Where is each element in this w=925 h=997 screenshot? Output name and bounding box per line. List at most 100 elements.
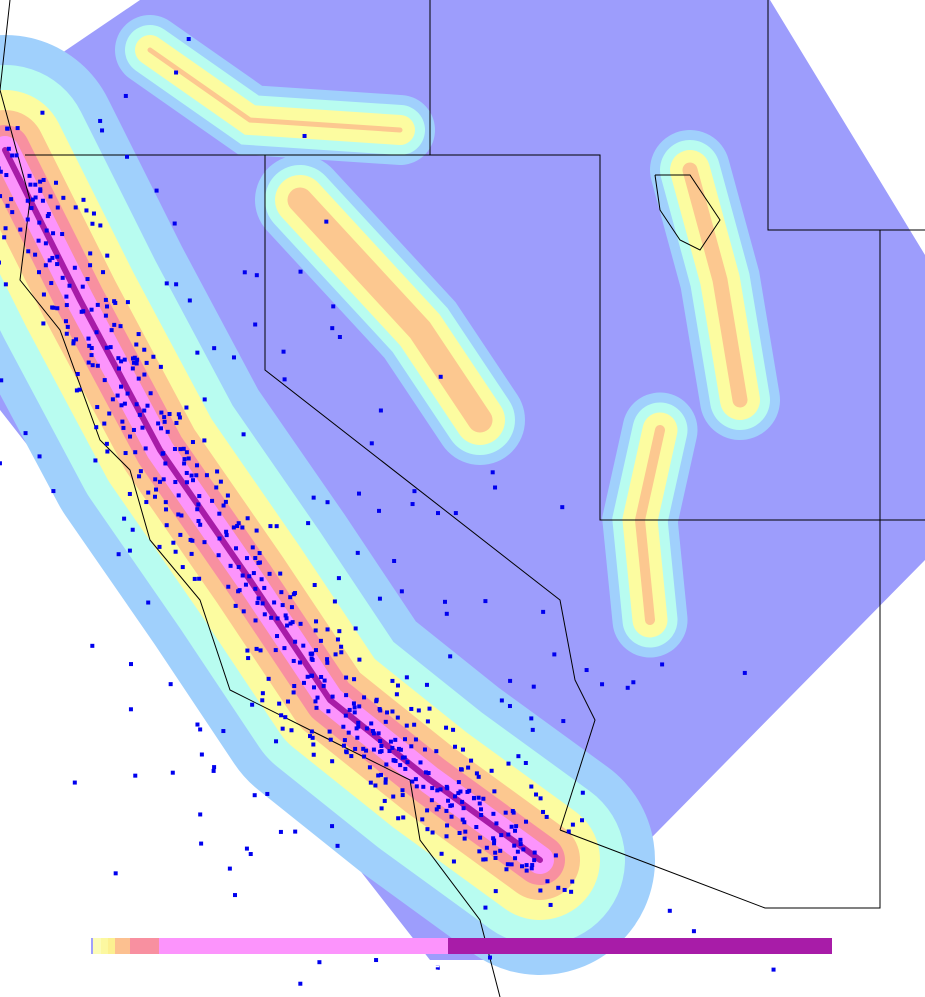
- station-marker: [162, 415, 167, 420]
- station-marker: [174, 420, 179, 425]
- station-marker: [233, 603, 238, 608]
- station-marker: [310, 673, 315, 678]
- station-marker: [102, 421, 107, 426]
- station-marker: [119, 359, 124, 364]
- station-marker: [136, 332, 141, 337]
- station-marker: [25, 198, 30, 203]
- station-marker: [2, 235, 7, 240]
- station-marker: [426, 771, 431, 776]
- station-marker: [49, 281, 54, 286]
- station-marker: [425, 827, 430, 832]
- station-marker: [337, 629, 342, 634]
- station-marker: [255, 600, 260, 605]
- station-marker: [390, 709, 395, 714]
- station-marker: [104, 345, 109, 350]
- station-marker: [315, 695, 320, 700]
- station-marker: [252, 793, 257, 798]
- station-marker: [373, 783, 378, 788]
- station-marker: [0, 166, 1, 171]
- station-marker: [478, 835, 483, 840]
- station-marker: [51, 489, 56, 494]
- station-marker: [212, 765, 217, 770]
- station-marker: [248, 852, 253, 857]
- station-marker: [481, 796, 486, 801]
- station-marker: [215, 469, 220, 474]
- station-marker: [374, 699, 379, 704]
- station-marker: [367, 765, 372, 770]
- station-marker: [399, 589, 404, 594]
- station-marker: [444, 834, 449, 839]
- station-marker: [131, 427, 136, 432]
- station-marker: [116, 366, 121, 371]
- station-marker: [170, 770, 175, 775]
- station-marker: [379, 772, 384, 777]
- station-marker: [234, 546, 239, 551]
- station-marker: [341, 743, 346, 748]
- station-marker: [153, 477, 158, 482]
- station-marker: [529, 866, 534, 871]
- station-marker: [245, 648, 250, 653]
- station-marker: [298, 981, 303, 986]
- station-marker: [260, 698, 265, 703]
- station-marker: [65, 324, 70, 329]
- station-marker: [400, 793, 405, 798]
- station-marker: [570, 822, 575, 827]
- station-marker: [265, 791, 270, 796]
- station-marker: [217, 536, 222, 541]
- station-marker: [498, 848, 503, 853]
- station-marker: [421, 784, 426, 789]
- station-marker: [28, 182, 33, 187]
- station-marker: [116, 356, 121, 361]
- station-marker: [15, 126, 20, 131]
- station-marker: [410, 502, 415, 507]
- station-marker: [461, 806, 466, 811]
- station-marker: [346, 730, 351, 735]
- station-marker: [184, 450, 189, 455]
- station-marker: [164, 507, 169, 512]
- station-marker: [293, 639, 298, 644]
- station-marker: [531, 684, 536, 689]
- station-marker: [293, 829, 298, 834]
- station-marker: [414, 784, 419, 789]
- station-marker: [216, 553, 221, 558]
- station-marker: [122, 516, 127, 521]
- station-marker: [489, 768, 494, 773]
- station-marker: [105, 449, 110, 454]
- station-marker: [416, 708, 421, 713]
- station-marker: [282, 646, 287, 651]
- station-marker: [275, 616, 280, 621]
- station-marker: [418, 760, 423, 765]
- station-marker: [391, 758, 396, 763]
- station-marker: [383, 780, 388, 785]
- station-marker: [159, 410, 164, 415]
- station-marker: [377, 508, 382, 513]
- range-band-3-3: [147, 47, 403, 133]
- station-marker: [273, 648, 278, 653]
- station-marker: [87, 343, 92, 348]
- station-marker: [545, 879, 550, 884]
- station-marker: [254, 646, 259, 651]
- station-marker: [394, 692, 399, 697]
- station-marker: [378, 408, 383, 413]
- station-marker: [479, 807, 484, 812]
- station-marker: [231, 525, 236, 530]
- station-marker: [233, 893, 238, 898]
- station-marker: [288, 621, 293, 626]
- station-marker: [430, 786, 435, 791]
- station-marker: [95, 405, 100, 410]
- station-marker: [313, 648, 318, 653]
- station-marker: [103, 297, 108, 302]
- station-marker: [142, 372, 147, 377]
- station-marker: [159, 426, 164, 431]
- station-marker: [72, 780, 77, 785]
- station-marker: [422, 747, 427, 752]
- station-marker: [145, 403, 150, 408]
- station-marker: [330, 824, 335, 829]
- station-marker: [456, 780, 461, 785]
- station-marker: [212, 346, 217, 351]
- station-marker: [331, 304, 336, 309]
- station-marker: [258, 648, 263, 653]
- station-marker: [342, 738, 347, 743]
